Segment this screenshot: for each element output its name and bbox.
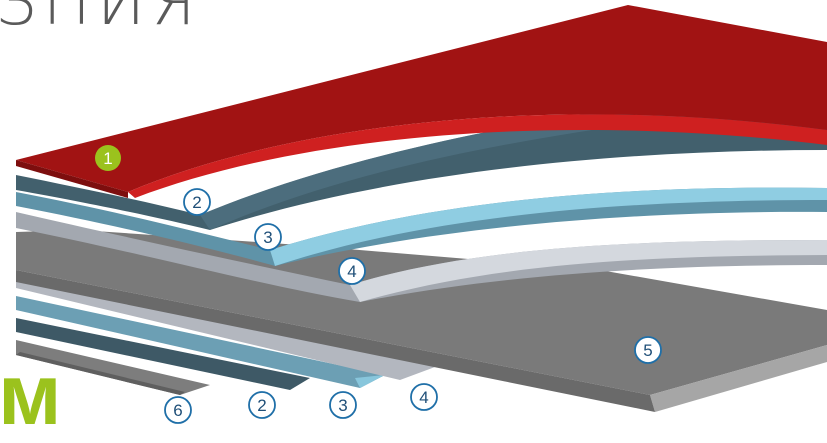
- marker-5-label: 5: [643, 341, 652, 360]
- layer-3-bottom-edge: [355, 375, 385, 388]
- layer-3-bottom: [16, 296, 385, 388]
- marker-5: 5: [634, 336, 662, 364]
- marker-2-top-label: 2: [192, 193, 201, 212]
- marker-2-bottom: 2: [248, 391, 276, 419]
- marker-4-top: 4: [338, 257, 366, 285]
- marker-1: 1: [95, 145, 121, 171]
- marker-3-top-label: 3: [263, 228, 272, 247]
- marker-3-bottom-label: 3: [338, 396, 347, 415]
- marker-2-bottom-circle: [248, 391, 276, 419]
- layer-3-top-edge: [270, 187, 827, 266]
- marker-4-bottom-label: 4: [419, 388, 428, 407]
- marker-4-top-circle: [338, 257, 366, 285]
- layer-1-top-edge: [128, 114, 827, 198]
- marker-1-circle: [95, 145, 121, 171]
- marker-5-circle: [634, 336, 662, 364]
- layer-diagram: 1 2 3 4 5 6 2 3 4: [16, 5, 827, 424]
- marker-2-bottom-label: 2: [257, 396, 266, 415]
- layer-1-top-front: [16, 160, 128, 198]
- layer-1-top: [16, 5, 827, 192]
- layer-6-bottom-edge: [16, 352, 185, 395]
- marker-6: 6: [164, 396, 192, 424]
- marker-4-bottom-circle: [410, 383, 438, 411]
- marker-3-top: 3: [254, 223, 282, 251]
- layer-5-slab-side: [650, 345, 827, 412]
- layer-4-top-edge: [350, 240, 827, 302]
- layer-2-bottom: [16, 318, 310, 390]
- marker-1-label: 1: [103, 149, 112, 168]
- marker-3-bottom: 3: [329, 391, 357, 419]
- marker-6-circle: [164, 396, 192, 424]
- marker-3-top-circle: [254, 223, 282, 251]
- brand-logo-fragment: м: [0, 347, 62, 443]
- layer-5-slab-front: [16, 270, 655, 412]
- marker-2-top-circle: [183, 188, 211, 216]
- layer-6-bottom: [16, 340, 210, 395]
- marker-4-top-label: 4: [347, 262, 356, 281]
- marker-4-bottom: 4: [410, 383, 438, 411]
- page-title-fragment: ЗПИЯ: [0, 0, 202, 40]
- marker-3-bottom-circle: [329, 391, 357, 419]
- marker-2-top: 2: [183, 188, 211, 216]
- marker-6-label: 6: [173, 401, 182, 420]
